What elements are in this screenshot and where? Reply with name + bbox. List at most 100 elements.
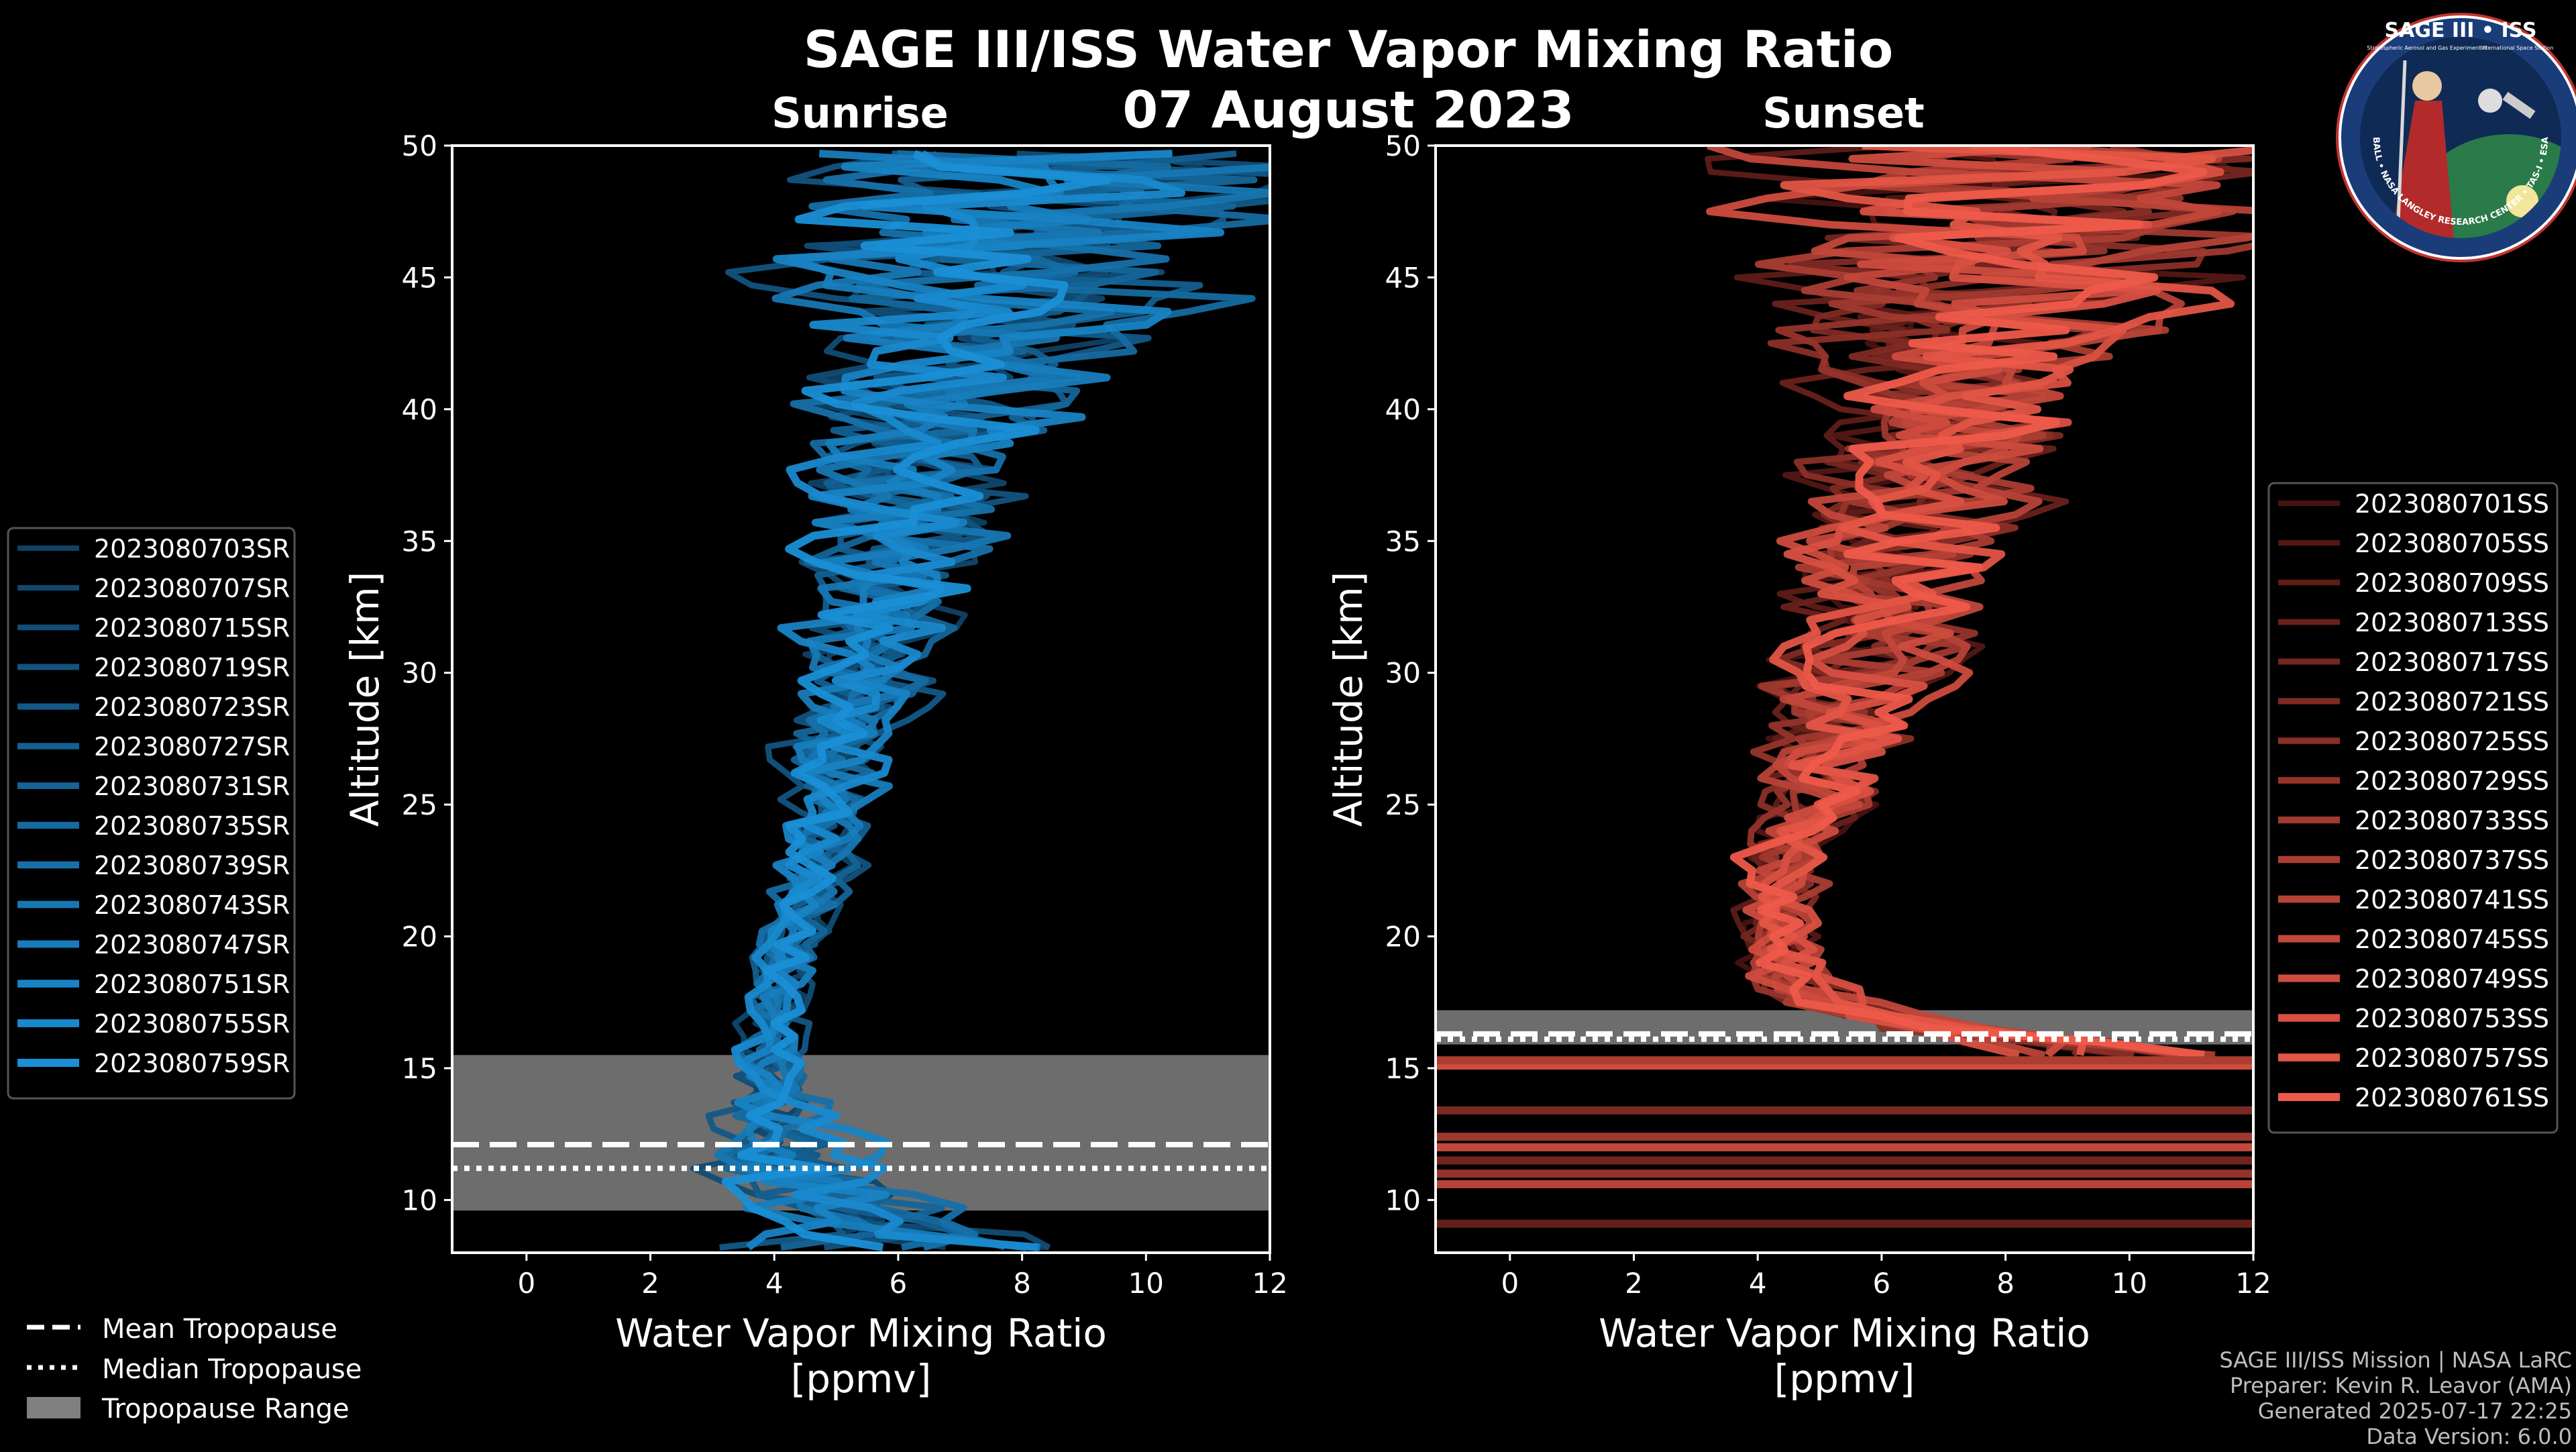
y-tick-label: 10 [1385,1184,1421,1216]
sunset-chart: 10 15 20 25 30 35 40 45 50 0 2 4 6 8 10 12 Altitude [km]… [1326,129,2271,1402]
y-tick-label: 20 [402,921,437,953]
sunset-legend: 2023080701SS 2023080705SS 2023080709SS 2023… [2267,482,2559,1134]
profile-2023080709SS [1705,146,2123,1058]
y-axis-label: Altitude [km] [342,572,388,827]
sage-iii-iss-logo: SAGE III • ISS Stratospheric Aerosol and… [2336,13,2576,262]
legend-label-2023080723SR: 2023080723SR [94,692,290,722]
y-tick-label: 35 [402,525,437,558]
footer-line-version: Data Version: 6.0.0 [2366,1424,2572,1449]
legend-label-2023080755SR: 2023080755SR [94,1009,290,1039]
figure-title: SAGE III/ISS Water Vapor Mixing Ratio [804,19,1894,79]
legend-label-2023080727SR: 2023080727SR [94,732,290,762]
y-tick-label: 30 [402,657,437,690]
legend-label-2023080729SS: 2023080729SS [2355,766,2549,796]
plot-frame [451,144,1271,1254]
legend-label-2023080721SS: 2023080721SS [2355,687,2549,717]
sunrise-chart: 10 15 20 25 30 35 40 45 50 0 2 4 6 8 10 12 Altitude [km]… [342,129,1288,1402]
x-tick-label: 6 [890,1267,908,1300]
legend-label-2023080717SS: 2023080717SS [2355,647,2549,677]
plot-frame [1434,144,2255,1254]
y-tick-label: 50 [402,129,437,162]
logo-subtitle-iss: International Space Station [2481,45,2554,51]
y-tick-label: 45 [402,261,437,294]
legend-label-2023080747SR: 2023080747SR [94,930,290,960]
legend-label-2023080719SR: 2023080719SR [94,653,290,682]
footer-line-preparer: Preparer: Kevin R. Leavor (AMA) [2230,1373,2572,1398]
y-axis-label: Altitude [km] [1326,572,1371,827]
y-tick-label: 35 [1385,525,1421,558]
x-tick-label: 12 [1252,1267,1287,1300]
sunrise-legend: 2023080703SR 2023080707SR 2023080715SR 2023… [7,527,296,1100]
sunrise-panel-title: Sunrise [771,89,949,138]
legend-label-2023080725SS: 2023080725SS [2355,727,2549,756]
profile-2023080761SS [1729,146,2208,1059]
y-tick-label: 30 [1385,657,1421,690]
legend-label-2023080753SS: 2023080753SS [2355,1004,2549,1033]
x-tick-label: 8 [1996,1267,2015,1300]
x-tick-label: 4 [1749,1267,1767,1300]
profile-2023080755SR [731,150,1186,1251]
x-tick-label: 10 [2112,1267,2147,1300]
x-tick-label: 2 [641,1267,659,1300]
x-axis-label: Water Vapor Mixing Ratio [615,1310,1107,1356]
logo-iss [2502,91,2536,119]
tropopause-range-swatch [27,1397,80,1418]
legend-label-2023080757SS: 2023080757SS [2355,1043,2549,1073]
y-tick-label: 20 [1385,921,1421,953]
legend-label-2023080701SS: 2023080701SS [2355,489,2549,519]
logo-title: SAGE III • ISS [2385,19,2537,42]
plot-area [1436,146,2253,1228]
footer-credits: SAGE III/ISS Mission | NASA LaRC Prepare… [2219,1347,2572,1449]
legend-label-2023080761SS: 2023080761SS [2355,1083,2549,1112]
figure-date: 07 August 2023 [1122,80,1574,140]
x-tick-label: 8 [1013,1267,1031,1300]
logo-staff [2396,60,2407,222]
legend-label-2023080739SR: 2023080739SR [94,851,290,880]
profile-2023080747SR [742,150,1111,1251]
tropopause-legend: Mean Tropopause Median Tropopause Tropop… [27,1314,362,1424]
legend-label-2023080735SR: 2023080735SR [94,811,290,841]
median-tropopause-label: Median Tropopause [102,1354,362,1385]
x-tick-label: 12 [2235,1267,2271,1300]
legend-frame [7,527,296,1100]
y-tick-label: 40 [402,393,437,426]
y-tick-label: 45 [1385,261,1421,294]
legend-label-2023080733SS: 2023080733SS [2355,806,2549,835]
profile-2023080759SR [721,150,1112,1252]
x-tick-label: 2 [1625,1267,1643,1300]
x-axis-label: Water Vapor Mixing Ratio [1599,1310,2090,1356]
legend-label-2023080709SS: 2023080709SS [2355,568,2549,598]
y-tick-label: 40 [1385,393,1421,426]
legend-label-2023080715SR: 2023080715SR [94,613,290,643]
logo-wizard-face [2412,71,2442,101]
mean-tropopause-label: Mean Tropopause [102,1314,337,1345]
y-tick-label: 25 [1385,788,1421,821]
y-tick-label: 10 [402,1184,437,1216]
legend-label-2023080703SR: 2023080703SR [94,534,290,564]
tropopause-range-label: Tropopause Range [101,1394,350,1424]
legend-label-2023080737SS: 2023080737SS [2355,845,2549,875]
y-tick-label: 50 [1385,129,1421,162]
y-tick-label: 15 [402,1052,437,1085]
x-axis-label: [ppmv] [791,1356,932,1402]
x-tick-label: 0 [517,1267,535,1300]
x-axis-label: [ppmv] [1774,1356,1915,1402]
footer-line-mission: SAGE III/ISS Mission | NASA LaRC [2219,1347,2572,1373]
footer-line-generated: Generated 2025-07-17 22:25 [2258,1398,2572,1424]
x-tick-label: 0 [1501,1267,1519,1300]
legend-label-2023080713SS: 2023080713SS [2355,608,2549,637]
legend-label-2023080745SS: 2023080745SS [2355,925,2549,954]
logo-sun [2506,185,2538,217]
x-tick-label: 4 [765,1267,784,1300]
y-tick-label: 15 [1385,1052,1421,1085]
logo-subtitle-sage: Stratospheric Aerosol and Gas Experiment… [2367,45,2487,51]
legend-label-2023080749SS: 2023080749SS [2355,964,2549,994]
legend-frame [2267,482,2559,1134]
logo-moon [2478,89,2502,113]
legend-label-2023080731SR: 2023080731SR [94,772,290,801]
x-tick-label: 6 [1873,1267,1891,1300]
legend-label-2023080743SR: 2023080743SR [94,890,290,920]
profile-2023080753SS [1760,146,2253,1059]
